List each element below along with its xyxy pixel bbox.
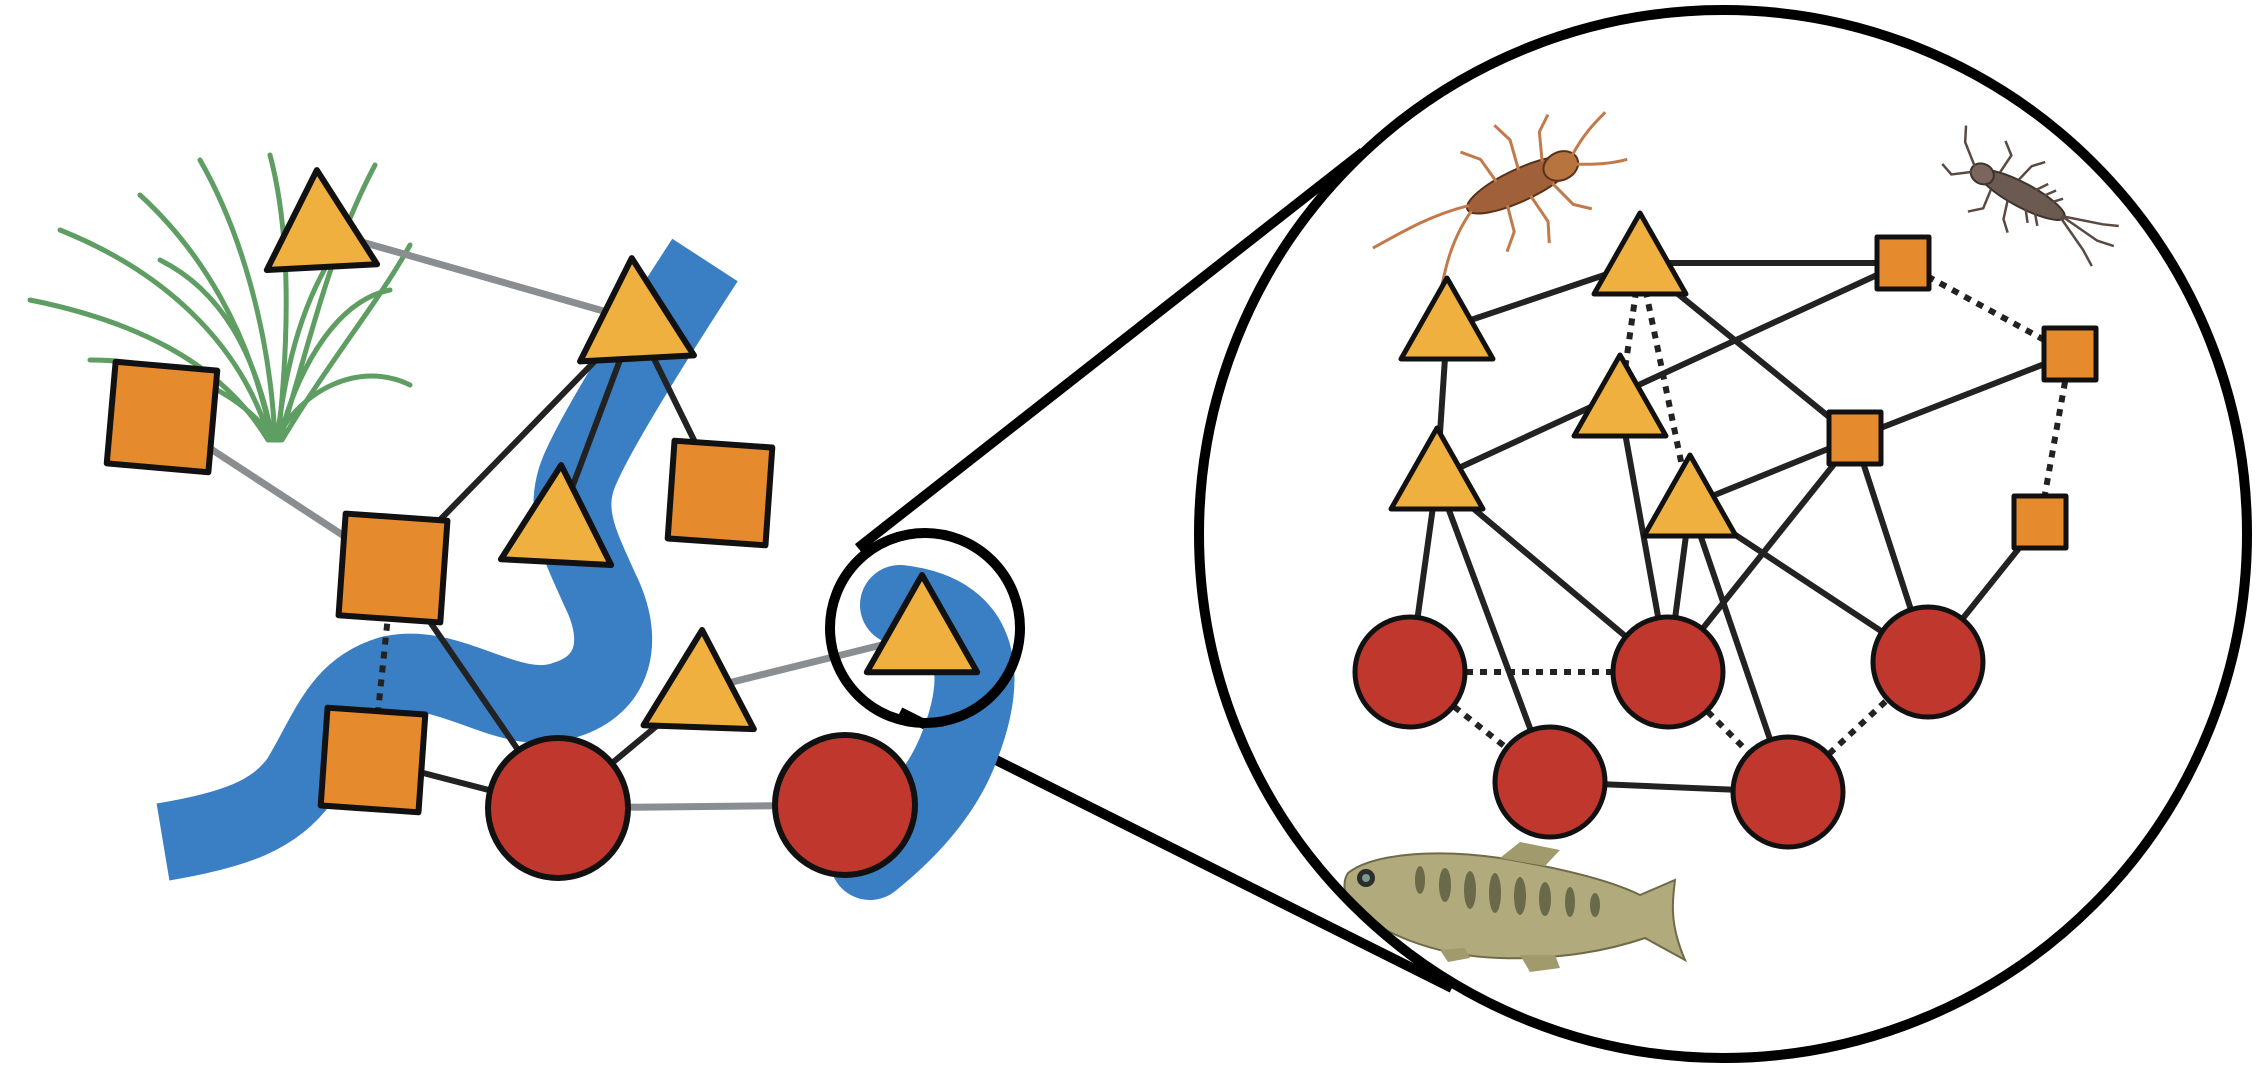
zoom-line-top	[854, 148, 1367, 552]
zoom-panel	[1194, 5, 2252, 1063]
landscape-square-node-l6	[664, 437, 776, 549]
zoom-square-node-s2	[2041, 325, 2099, 383]
zoom-link-t2-t3-dotted	[1617, 262, 1643, 406]
zoom-circle-outline	[1194, 5, 2252, 1063]
zoom-square-node-s3	[1826, 409, 1884, 467]
zoom-triangle-node-t3	[1571, 352, 1669, 439]
mayfly-nymph-icon	[1941, 125, 2119, 267]
stonefly-icon	[1372, 111, 1628, 307]
zoom-triangle-node-t4	[1388, 425, 1486, 512]
zoom-square-node-s4	[2011, 493, 2069, 551]
magnifier-circle	[825, 528, 1025, 728]
zoom-circle-node-c5	[1730, 734, 1846, 850]
zoom-square-node-s1	[1874, 234, 1932, 292]
landscape-link-l1-l2	[319, 226, 636, 324]
landscape-triangle-node-l11	[863, 572, 981, 676]
zoom-triangle-node-t5	[1641, 452, 1739, 539]
landscape-circle-node-l10	[772, 732, 918, 878]
landscape-triangle-node-l7	[640, 627, 757, 733]
zoom-nodes	[1352, 210, 2099, 850]
landscape-triangle-node-l1	[263, 167, 381, 274]
zoom-circle-node-c3	[1870, 604, 1986, 720]
fish-icon	[1343, 842, 1688, 972]
landscape-square-node-l8	[317, 704, 429, 816]
landscape-square-node-l4	[335, 510, 451, 626]
landscape-circle-node-l9	[485, 735, 631, 881]
zoom-triangle-node-t2	[1591, 210, 1689, 297]
zoom-circle-node-c2	[1610, 614, 1726, 730]
zoom-triangle-node-t1	[1398, 275, 1496, 362]
zoom-circle-node-c1	[1352, 614, 1468, 730]
landscape-triangle-node-l2	[577, 255, 697, 365]
grass-icon	[27, 152, 413, 443]
landscape-square-node-l3	[103, 358, 221, 476]
zoom-link-s2-s3	[1853, 351, 2072, 441]
landscape-nodes	[103, 167, 981, 881]
landscape-triangle-node-l5	[497, 462, 615, 569]
zoom-circle-node-c4	[1492, 724, 1608, 840]
zoom-link-t4-s1	[1435, 260, 1905, 481]
